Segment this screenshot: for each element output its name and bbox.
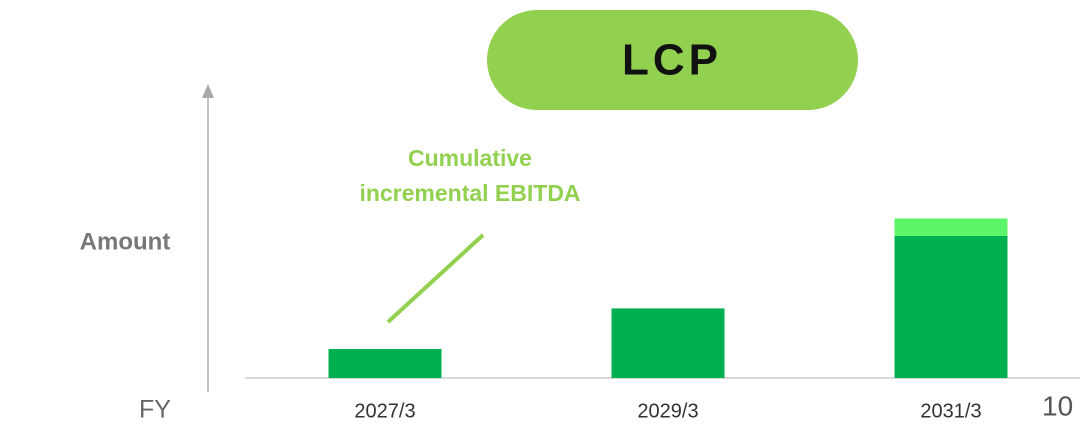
title-pill xyxy=(487,10,858,110)
y-axis-arrow xyxy=(202,84,214,98)
y-axis-label: Amount xyxy=(80,228,171,255)
bar-segment xyxy=(611,308,725,378)
page-number: 10 xyxy=(1042,390,1073,421)
x-axis-label: FY xyxy=(139,396,171,424)
bar-segment xyxy=(328,349,442,378)
x-tick-label: 2027/3 xyxy=(354,400,415,422)
annotation: Cumulative xyxy=(408,145,532,171)
bar-segment xyxy=(894,235,1008,378)
x-tick-label: 2029/3 xyxy=(637,400,698,422)
annotation-pointer xyxy=(386,233,485,324)
chart-title: LCP xyxy=(622,36,722,85)
x-tick-label: 2031/3 xyxy=(920,400,981,422)
annotation: incremental EBITDA xyxy=(359,180,580,206)
bar-segment xyxy=(894,218,1008,236)
